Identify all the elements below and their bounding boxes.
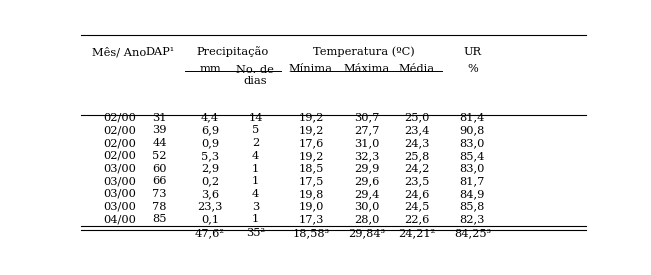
Text: 0,9: 0,9 bbox=[201, 138, 219, 148]
Text: UR: UR bbox=[464, 47, 482, 57]
Text: 03/00: 03/00 bbox=[103, 164, 135, 174]
Text: 22,6: 22,6 bbox=[404, 214, 430, 224]
Text: 1: 1 bbox=[252, 176, 259, 186]
Text: 24,2: 24,2 bbox=[404, 164, 430, 174]
Text: Máxima: Máxima bbox=[343, 64, 389, 74]
Text: 29,84³: 29,84³ bbox=[348, 228, 385, 238]
Text: mm: mm bbox=[199, 64, 221, 74]
Text: Média: Média bbox=[399, 64, 435, 74]
Text: 6,9: 6,9 bbox=[201, 125, 219, 135]
Text: 25,8: 25,8 bbox=[404, 151, 430, 161]
Text: 14: 14 bbox=[248, 113, 263, 123]
Text: 1: 1 bbox=[252, 164, 259, 174]
Text: 35²: 35² bbox=[246, 228, 265, 238]
Text: 84,25³: 84,25³ bbox=[454, 228, 491, 238]
Text: 47,6²: 47,6² bbox=[195, 228, 225, 238]
Text: 2,9: 2,9 bbox=[201, 164, 219, 174]
Text: 02/00: 02/00 bbox=[103, 125, 135, 135]
Text: 31,0: 31,0 bbox=[353, 138, 379, 148]
Text: Precipitação: Precipitação bbox=[197, 47, 269, 57]
Text: 4: 4 bbox=[252, 151, 259, 161]
Text: 23,5: 23,5 bbox=[404, 176, 430, 186]
Text: 30,0: 30,0 bbox=[353, 202, 379, 212]
Text: 03/00: 03/00 bbox=[103, 202, 135, 212]
Text: 83,0: 83,0 bbox=[460, 164, 485, 174]
Text: 85: 85 bbox=[152, 214, 167, 224]
Text: 1: 1 bbox=[252, 214, 259, 224]
Text: 39: 39 bbox=[152, 125, 167, 135]
Text: 17,6: 17,6 bbox=[298, 138, 324, 148]
Text: 44: 44 bbox=[152, 138, 167, 148]
Text: 19,2: 19,2 bbox=[298, 151, 324, 161]
Text: 04/00: 04/00 bbox=[103, 214, 135, 224]
Text: %: % bbox=[467, 64, 478, 74]
Text: 0,2: 0,2 bbox=[201, 176, 219, 186]
Text: 02/00: 02/00 bbox=[103, 138, 135, 148]
Text: 29,6: 29,6 bbox=[353, 176, 379, 186]
Text: 52: 52 bbox=[152, 151, 167, 161]
Text: 03/00: 03/00 bbox=[103, 176, 135, 186]
Text: 18,58³: 18,58³ bbox=[292, 228, 329, 238]
Text: 24,21²: 24,21² bbox=[398, 228, 436, 238]
Text: 83,0: 83,0 bbox=[460, 138, 485, 148]
Text: 24,6: 24,6 bbox=[404, 189, 430, 199]
Text: 19,8: 19,8 bbox=[298, 189, 324, 199]
Text: 81,7: 81,7 bbox=[460, 176, 485, 186]
Text: 23,3: 23,3 bbox=[197, 202, 223, 212]
Text: 02/00: 02/00 bbox=[103, 151, 135, 161]
Text: 24,5: 24,5 bbox=[404, 202, 430, 212]
Text: 60: 60 bbox=[152, 164, 167, 174]
Text: 5,3: 5,3 bbox=[201, 151, 219, 161]
Text: 5: 5 bbox=[252, 125, 259, 135]
Text: 4: 4 bbox=[252, 189, 259, 199]
Text: 19,2: 19,2 bbox=[298, 113, 324, 123]
Text: 85,4: 85,4 bbox=[460, 151, 485, 161]
Text: 78: 78 bbox=[152, 202, 167, 212]
Text: 0,1: 0,1 bbox=[201, 214, 219, 224]
Text: 32,3: 32,3 bbox=[353, 151, 379, 161]
Text: 19,2: 19,2 bbox=[298, 125, 324, 135]
Text: 19,0: 19,0 bbox=[298, 202, 324, 212]
Text: 25,0: 25,0 bbox=[404, 113, 430, 123]
Text: 03/00: 03/00 bbox=[103, 189, 135, 199]
Text: 85,8: 85,8 bbox=[460, 202, 485, 212]
Text: 90,8: 90,8 bbox=[460, 125, 485, 135]
Text: 24,3: 24,3 bbox=[404, 138, 430, 148]
Text: 29,4: 29,4 bbox=[353, 189, 379, 199]
Text: 17,3: 17,3 bbox=[298, 214, 324, 224]
Text: 66: 66 bbox=[152, 176, 167, 186]
Text: 18,5: 18,5 bbox=[298, 164, 324, 174]
Text: 27,7: 27,7 bbox=[353, 125, 379, 135]
Text: 29,9: 29,9 bbox=[353, 164, 379, 174]
Text: DAP¹: DAP¹ bbox=[145, 47, 174, 57]
Text: Temperatura (ºC): Temperatura (ºC) bbox=[313, 47, 415, 57]
Text: 28,0: 28,0 bbox=[353, 214, 379, 224]
Text: 4,4: 4,4 bbox=[201, 113, 219, 123]
Text: 17,5: 17,5 bbox=[298, 176, 324, 186]
Text: 2: 2 bbox=[252, 138, 259, 148]
Text: Mínima: Mínima bbox=[289, 64, 333, 74]
Text: No. de
dias: No. de dias bbox=[236, 65, 274, 86]
Text: 02/00: 02/00 bbox=[103, 113, 135, 123]
Text: 3: 3 bbox=[252, 202, 259, 212]
Text: 84,9: 84,9 bbox=[460, 189, 485, 199]
Text: 31: 31 bbox=[152, 113, 167, 123]
Text: 81,4: 81,4 bbox=[460, 113, 485, 123]
Text: Mês/ Ano: Mês/ Ano bbox=[92, 47, 146, 57]
Text: 82,3: 82,3 bbox=[460, 214, 485, 224]
Text: 30,7: 30,7 bbox=[353, 113, 379, 123]
Text: 73: 73 bbox=[152, 189, 167, 199]
Text: 23,4: 23,4 bbox=[404, 125, 430, 135]
Text: 3,6: 3,6 bbox=[201, 189, 219, 199]
